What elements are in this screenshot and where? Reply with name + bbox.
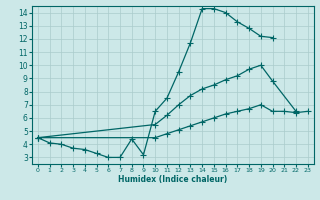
X-axis label: Humidex (Indice chaleur): Humidex (Indice chaleur) [118,175,228,184]
